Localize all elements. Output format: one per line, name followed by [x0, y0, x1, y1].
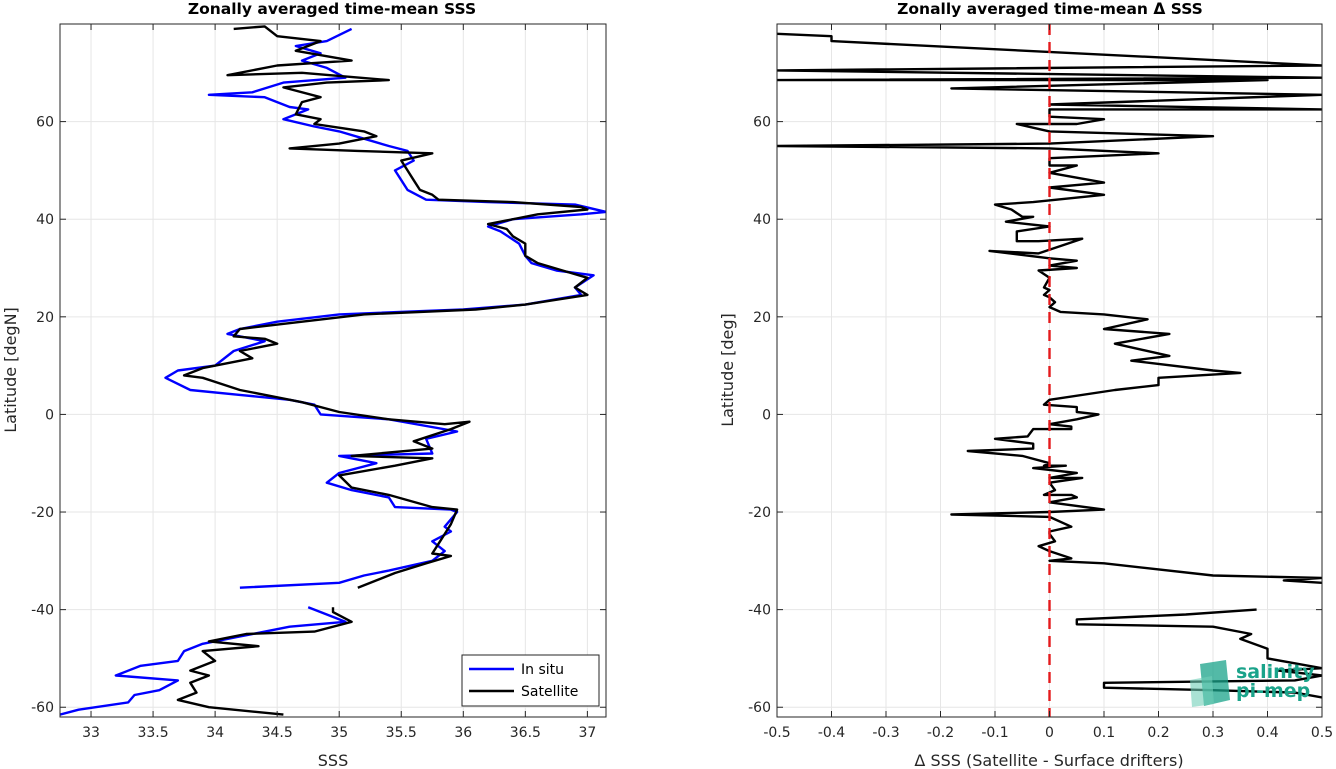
legend-label-satellite: Satellite	[521, 684, 578, 700]
y-tick-label: -20	[748, 505, 771, 521]
chart-right-xlabel: Δ SSS (Satellite - Surface drifters)	[914, 751, 1183, 769]
y-tick-label: 0	[762, 407, 771, 423]
y-tick-label: -20	[31, 505, 54, 521]
series-line-in-situ	[164, 27, 606, 589]
y-tick-label: -40	[31, 603, 54, 619]
legend-box	[461, 654, 600, 707]
x-tick-label: 34	[206, 725, 224, 741]
y-tick-label: -60	[31, 700, 54, 716]
x-tick-label: 35.5	[386, 725, 417, 741]
x-tick-label: 0.2	[1147, 725, 1169, 741]
series-line-satellite	[176, 607, 353, 716]
x-tick-label: 0.5	[1311, 725, 1333, 741]
y-tick-label: -60	[748, 700, 771, 716]
legend-label-in-situ: In situ	[521, 662, 564, 678]
salinity-pi-mep-logo: salinity pi-mep	[1190, 660, 1315, 707]
chart-right-series	[777, 32, 1322, 699]
y-tick-label: -40	[748, 603, 771, 619]
logo-line-2: pi-mep	[1236, 680, 1310, 702]
chart-left: Zonally averaged time-mean SSS 33 33.5 34 3…	[1, 0, 607, 769]
x-tick-label: -0.4	[818, 725, 845, 741]
x-tick-label: -0.5	[763, 725, 790, 741]
y-tick-label: 40	[36, 212, 54, 228]
x-tick-label: 0	[1045, 725, 1054, 741]
x-tick-label: 0.4	[1256, 725, 1278, 741]
series-line-delta-sss	[1075, 608, 1322, 699]
y-tick-label: 60	[753, 115, 771, 131]
chart-left-title: Zonally averaged time-mean SSS	[188, 0, 476, 18]
series-line-in-situ	[60, 606, 347, 716]
x-tick-label: 35	[330, 725, 348, 741]
chart-right: Zonally averaged time-mean Δ SSS -0.5 -0.…	[718, 0, 1333, 769]
x-tick-label: -0.3	[872, 725, 899, 741]
y-tick-label: 20	[753, 310, 771, 326]
x-tick-label: 33	[82, 725, 100, 741]
chart-left-ticks: 33 33.5 34 34.5 35 35.5 36 36.5 37 -60 -40 -20 0 20 40…	[31, 24, 606, 741]
x-tick-label: 36.5	[510, 725, 541, 741]
chart-left-ylabel: Latitude [degN]	[1, 307, 20, 433]
series-line-delta-sss	[777, 32, 1322, 584]
x-tick-label: 37	[578, 725, 596, 741]
chart-left-frame	[59, 23, 607, 718]
chart-left-xlabel: SSS	[318, 751, 348, 769]
x-tick-label: 33.5	[137, 725, 168, 741]
chart-right-title: Zonally averaged time-mean Δ SSS	[897, 0, 1203, 18]
y-tick-label: 20	[36, 310, 54, 326]
logo-line-1: salinity	[1236, 661, 1315, 683]
chart-left-series	[60, 25, 606, 716]
y-tick-label: 40	[753, 212, 771, 228]
legend: In situ Satellite	[461, 654, 600, 707]
x-tick-label: 36	[454, 725, 472, 741]
x-tick-label: 0.1	[1093, 725, 1115, 741]
y-tick-label: 60	[36, 115, 54, 131]
logo-glyph-shade	[1190, 676, 1214, 707]
chart-right-ticks: -0.5 -0.4 -0.3 -0.2 -0.1 0 0.1 0.2 0.3 0.4 0.5 -60 -…	[748, 24, 1333, 741]
x-tick-label: -0.1	[981, 725, 1008, 741]
series-line-satellite	[182, 25, 589, 589]
chart-right-ylabel: Latitude [deg]	[718, 313, 737, 427]
y-tick-label: 0	[45, 407, 54, 423]
x-tick-label: 0.3	[1202, 725, 1224, 741]
x-tick-label: 34.5	[262, 725, 293, 741]
x-tick-label: -0.2	[927, 725, 954, 741]
